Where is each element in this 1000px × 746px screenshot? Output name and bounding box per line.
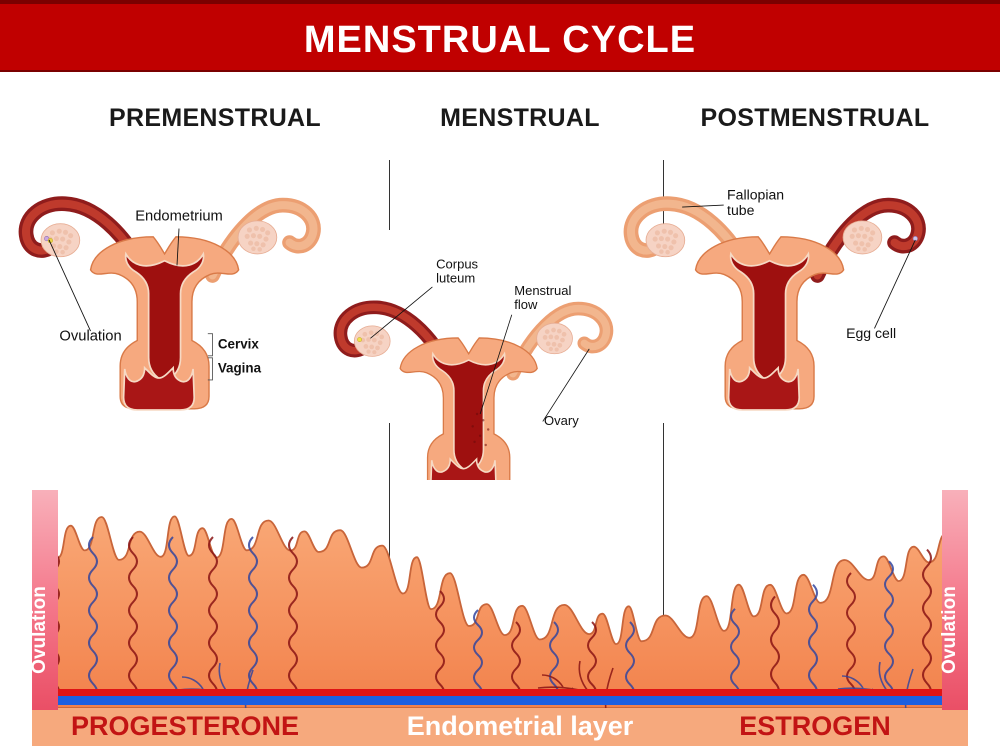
svg-text:Fallopian: Fallopian [727,187,784,203]
svg-text:Corpus: Corpus [436,256,478,271]
svg-text:Endometrium: Endometrium [135,209,223,225]
svg-text:Endometrial layer: Endometrial layer [407,711,634,741]
svg-text:Ovulation: Ovulation [939,586,960,674]
svg-text:PROGESTERONE: PROGESTERONE [71,711,299,741]
svg-text:ESTROGEN: ESTROGEN [739,711,891,741]
svg-text:Cervix: Cervix [218,336,259,351]
svg-text:flow: flow [514,297,538,312]
svg-text:Menstrual: Menstrual [514,283,571,298]
svg-text:Ovary: Ovary [544,413,579,428]
svg-text:Egg cell: Egg cell [846,325,896,341]
svg-text:Vagina: Vagina [218,361,262,376]
svg-text:luteum: luteum [436,271,475,286]
svg-text:Ovulation: Ovulation [29,586,50,674]
svg-text:tube: tube [727,202,755,218]
